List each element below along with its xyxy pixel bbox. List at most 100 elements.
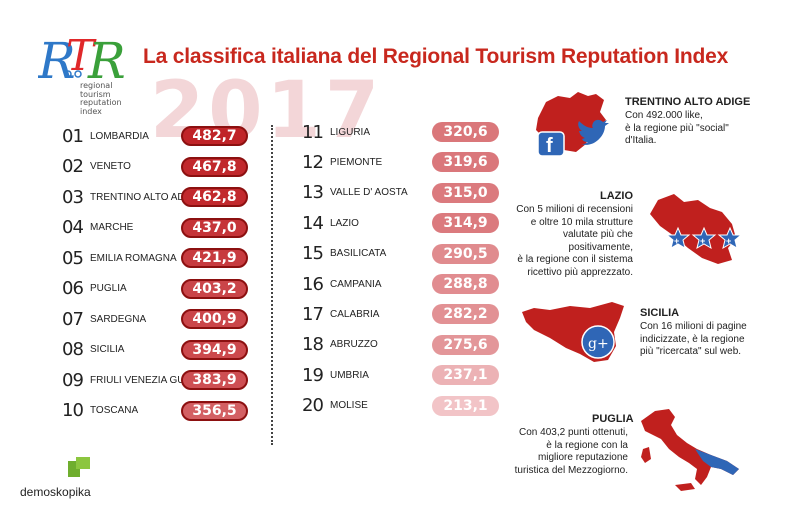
ranking-row: 06 PUGLIA	[62, 278, 127, 300]
region-name: PIEMONTE	[330, 156, 383, 168]
score-badge: 394,9	[181, 339, 248, 360]
svg-text:R: R	[87, 32, 126, 90]
ranking-row: 02 VENETO	[62, 156, 131, 178]
sicilia-map: g+	[522, 302, 624, 362]
score-badge: 482,7	[181, 126, 248, 146]
region-name: MARCHE	[90, 222, 134, 233]
ranking-row: 11 LIGURIA	[302, 121, 370, 143]
region-name: LIGURIA	[330, 126, 371, 138]
region-name: TRENTINO ALTO ADIGE	[90, 191, 202, 203]
ranking-row: 15 BASILICATA	[302, 243, 386, 265]
svg-text:g+: g+	[588, 336, 609, 352]
region-name: FRIULI VENEZIA GULIA	[90, 374, 200, 386]
page-title: La classifica italiana del Regional Tour…	[143, 45, 729, 68]
svg-text:R: R	[38, 32, 76, 90]
rank-number: 08	[62, 339, 84, 360]
rank-number: 10	[62, 400, 84, 421]
rank-number: 13	[302, 182, 324, 204]
region-name: SICILIA	[90, 344, 125, 355]
trentino-desc: Con 492.000 like, è la regione più "soci…	[625, 110, 729, 146]
ranking-row: 03 TRENTINO ALTO ADIGE	[62, 186, 202, 208]
ranking-row: 08 SICILIA	[62, 339, 124, 361]
rank-number: 12	[302, 151, 324, 173]
region-name: BASILICATA	[330, 248, 387, 260]
score-badge: 290,5	[432, 243, 499, 264]
ranking-row: 20 MOLISE	[302, 395, 368, 417]
score-badge: 288,8	[432, 274, 499, 294]
ranking-row: 13 VALLE D' AOSTA	[302, 182, 408, 204]
rank-number: 16	[302, 273, 324, 295]
rank-number: 11	[302, 121, 324, 143]
ranking-row: 16 CAMPANIA	[302, 273, 382, 295]
lazio-title: LAZIO	[600, 190, 633, 202]
score-badge: 237,1	[432, 365, 499, 386]
ranking-row: 12 PIEMONTE	[302, 151, 382, 173]
sicilia-title: SICILIA	[640, 307, 680, 319]
column-divider	[271, 125, 273, 445]
ranking-row: 09 FRIULI VENEZIA GULIA	[62, 369, 199, 391]
rtr-logo: R T R	[38, 31, 126, 90]
rank-number: 07	[62, 308, 84, 330]
puglia-title: PUGLIA	[592, 413, 634, 425]
score-badge: 421,9	[181, 248, 248, 268]
rank-number: 03	[62, 186, 84, 208]
ranking-row: 04 MARCHE	[62, 217, 133, 239]
rank-number: 06	[62, 278, 84, 299]
trentino-title: TRENTINO ALTO ADIGE	[625, 96, 751, 108]
ranking-row: 05 EMILIA ROMAGNA	[62, 247, 177, 269]
ranking-row: 10 TOSCANA	[62, 400, 138, 422]
puglia-desc: Con 403,2 punti ottenuti, è la regione c…	[514, 427, 628, 476]
brand-name: demoskopika	[20, 485, 91, 499]
lazio-desc: Con 5 milioni di recensioni e oltre 10 m…	[516, 204, 633, 278]
region-name: CALABRIA	[330, 308, 380, 320]
region-name: VALLE D' AOSTA	[330, 187, 408, 199]
rank-number: 18	[302, 334, 324, 356]
sicilia-desc: Con 16 milioni di pagine indicizzate, è …	[640, 321, 747, 357]
ranking-row: 07 SARDEGNA	[62, 308, 146, 330]
region-name: TOSCANA	[90, 405, 139, 416]
ranking-row: 14 LAZIO	[302, 212, 359, 234]
score-badge: 400,9	[181, 309, 248, 329]
italy-map	[641, 409, 739, 491]
rank-number: 19	[302, 364, 324, 386]
rank-number: 09	[62, 369, 84, 391]
svg-text:+: +	[726, 236, 731, 246]
rank-number: 01	[62, 125, 84, 147]
score-badge: 319,6	[432, 152, 499, 173]
svg-text:T: T	[66, 31, 97, 80]
score-badge: 437,0	[181, 217, 248, 238]
rank-number: 05	[62, 247, 84, 269]
rank-number: 17	[302, 303, 324, 325]
demoskopika-logo-icon	[68, 457, 90, 477]
ranking-row: 19 UMBRIA	[302, 364, 369, 386]
score-badge: 467,8	[181, 156, 248, 177]
region-name: VENETO	[90, 161, 131, 172]
region-name: LOMBARDIA	[90, 130, 149, 142]
rank-number: 20	[302, 395, 324, 417]
score-badge: 315,0	[432, 182, 499, 203]
ranking-row: 18 ABRUZZO	[302, 334, 378, 356]
ranking-row: 17 CALABRIA	[302, 303, 379, 325]
rank-number: 02	[62, 156, 84, 177]
rank-number: 14	[302, 212, 324, 234]
star-icon	[665, 226, 743, 250]
score-badge: 356,5	[181, 400, 248, 421]
score-badge: 320,6	[432, 122, 499, 142]
region-name: ABRUZZO	[330, 339, 378, 351]
rank-number: 04	[62, 217, 84, 238]
score-badge: 462,8	[181, 187, 248, 207]
svg-text:f: f	[546, 135, 553, 157]
rank-number: 15	[302, 243, 324, 265]
score-badge: 383,9	[181, 370, 248, 390]
score-badge: 282,2	[432, 304, 499, 325]
region-name: LAZIO	[330, 217, 359, 229]
lazio-map: + + +	[650, 194, 743, 264]
svg-text:+: +	[674, 236, 679, 246]
score-badge: 213,1	[432, 395, 499, 416]
logo-subtitle: regional tourism reputation index	[80, 81, 122, 116]
score-badge: 314,9	[432, 213, 499, 234]
score-badge: 275,6	[432, 334, 499, 355]
trentino-map: f	[536, 92, 609, 157]
region-name: MOLISE	[330, 400, 368, 412]
svg-text:+: +	[700, 236, 705, 246]
